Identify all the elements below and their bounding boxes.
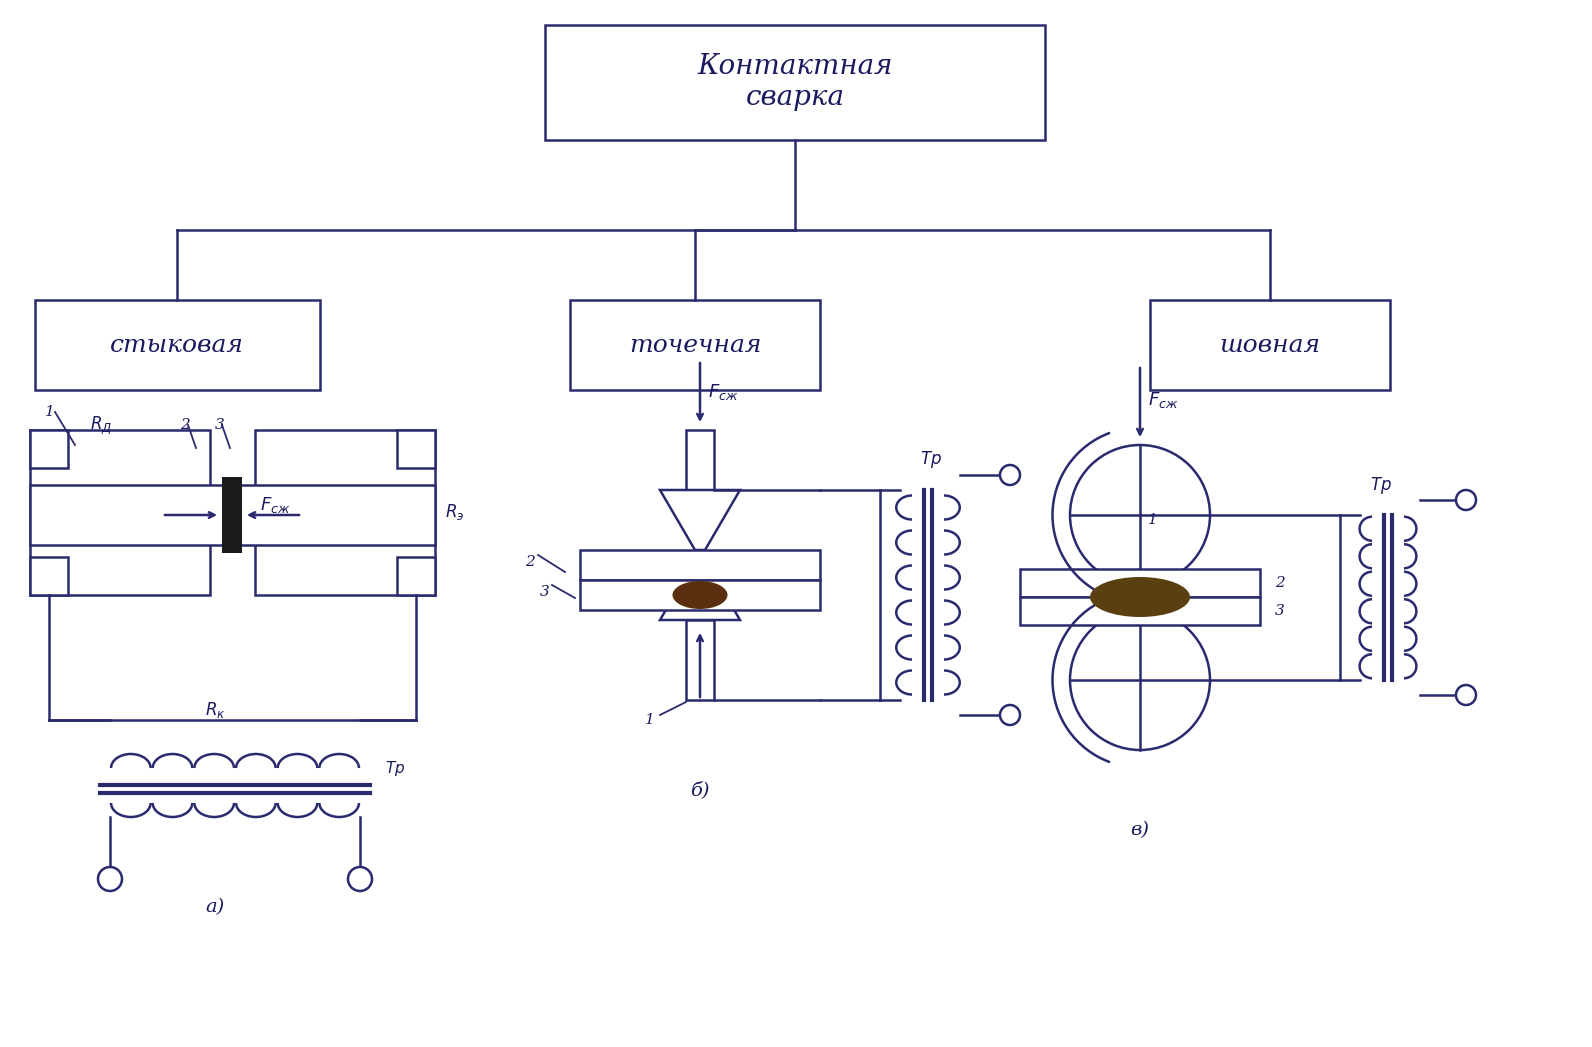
Polygon shape [661, 560, 740, 620]
Polygon shape [661, 490, 740, 550]
Text: точечная: точечная [629, 334, 761, 356]
Bar [686, 430, 713, 490]
Circle shape [1457, 490, 1476, 510]
Text: $R_к$: $R_к$ [205, 700, 224, 720]
Bar [1020, 597, 1259, 625]
Text: Контактная
сварка: Контактная сварка [697, 53, 893, 111]
Text: 2: 2 [525, 555, 535, 569]
Ellipse shape [672, 581, 728, 609]
Bar [396, 557, 435, 595]
Bar [224, 485, 435, 545]
Circle shape [1070, 445, 1210, 585]
Bar [1020, 569, 1259, 597]
Bar [30, 557, 68, 595]
Text: б): б) [691, 781, 710, 799]
Text: 1: 1 [645, 713, 654, 727]
Bar [30, 430, 210, 595]
Bar [570, 300, 820, 389]
Circle shape [1457, 685, 1476, 705]
Circle shape [1000, 705, 1020, 725]
Text: $F_{сж}$: $F_{сж}$ [1148, 389, 1178, 410]
Text: $R_Д$: $R_Д$ [91, 414, 111, 436]
Bar [30, 430, 68, 468]
Text: $Тр$: $Тр$ [920, 449, 942, 470]
Text: шовная: шовная [1219, 334, 1320, 356]
Text: 3: 3 [540, 585, 549, 599]
Bar [396, 430, 435, 468]
Bar [221, 477, 242, 553]
Text: $F_{сж}$: $F_{сж}$ [259, 495, 290, 515]
Circle shape [1000, 465, 1020, 485]
Text: 3: 3 [1275, 604, 1285, 618]
Bar [544, 25, 1044, 140]
Text: 1: 1 [1148, 513, 1157, 527]
Text: 2: 2 [1275, 576, 1285, 591]
Text: 2: 2 [180, 418, 189, 432]
Text: $R_э$: $R_э$ [446, 502, 465, 522]
Text: в): в) [1130, 821, 1149, 839]
Circle shape [99, 867, 123, 891]
Text: а): а) [205, 898, 224, 916]
Text: $F_{сж}$: $F_{сж}$ [708, 382, 739, 402]
Text: 1: 1 [45, 405, 54, 419]
Bar [579, 580, 820, 610]
Bar [35, 300, 320, 389]
Bar [579, 550, 820, 580]
Bar [1149, 300, 1390, 389]
Text: стыковая: стыковая [110, 334, 244, 356]
Bar [30, 485, 240, 545]
Circle shape [1070, 610, 1210, 750]
Bar [255, 430, 435, 595]
Text: $Тр$: $Тр$ [1371, 474, 1391, 495]
Ellipse shape [1091, 577, 1189, 617]
Circle shape [349, 867, 373, 891]
Bar [686, 620, 713, 700]
Text: 3: 3 [215, 418, 224, 432]
Text: $Тр$: $Тр$ [385, 758, 406, 778]
